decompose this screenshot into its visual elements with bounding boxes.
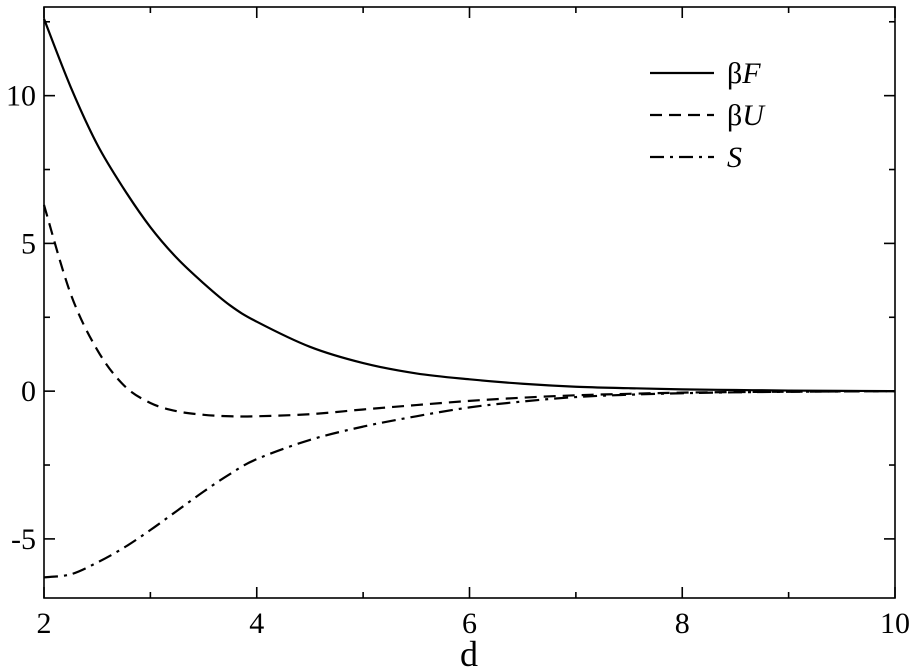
plot-frame: [43, 6, 896, 599]
x-axis-title: d: [460, 634, 478, 672]
x-tick-label: 8: [675, 607, 690, 640]
legend-label-prefix: β: [727, 99, 742, 132]
x-tick-label: 2: [37, 607, 52, 640]
y-tick-label: -5: [11, 523, 36, 556]
series-lines: [42, 18, 896, 579]
legend-label-prefix: β: [727, 57, 742, 90]
legend-label-variable: S: [727, 141, 742, 174]
axis-tick-labels: 2 4 6 8 10 -5 0 5 10: [6, 80, 910, 640]
legend-label-variable: U: [742, 99, 766, 132]
legend-label: βF: [727, 57, 761, 90]
x-tick-label: 10: [880, 607, 910, 640]
series-line-2: [42, 204, 896, 418]
series-line-3: [43, 390, 896, 579]
legend-label-variable: F: [741, 57, 761, 90]
x-tick-label: 6: [462, 607, 477, 640]
y-tick-label: 10: [6, 80, 36, 113]
y-tick-label: 5: [21, 227, 36, 260]
axis-ticks: [43, 7, 896, 598]
series-line-1: [42, 18, 896, 393]
legend-label: βU: [727, 99, 766, 132]
y-tick-label: 0: [21, 375, 36, 408]
legend-label: S: [727, 141, 742, 174]
x-tick-label: 4: [249, 607, 264, 640]
